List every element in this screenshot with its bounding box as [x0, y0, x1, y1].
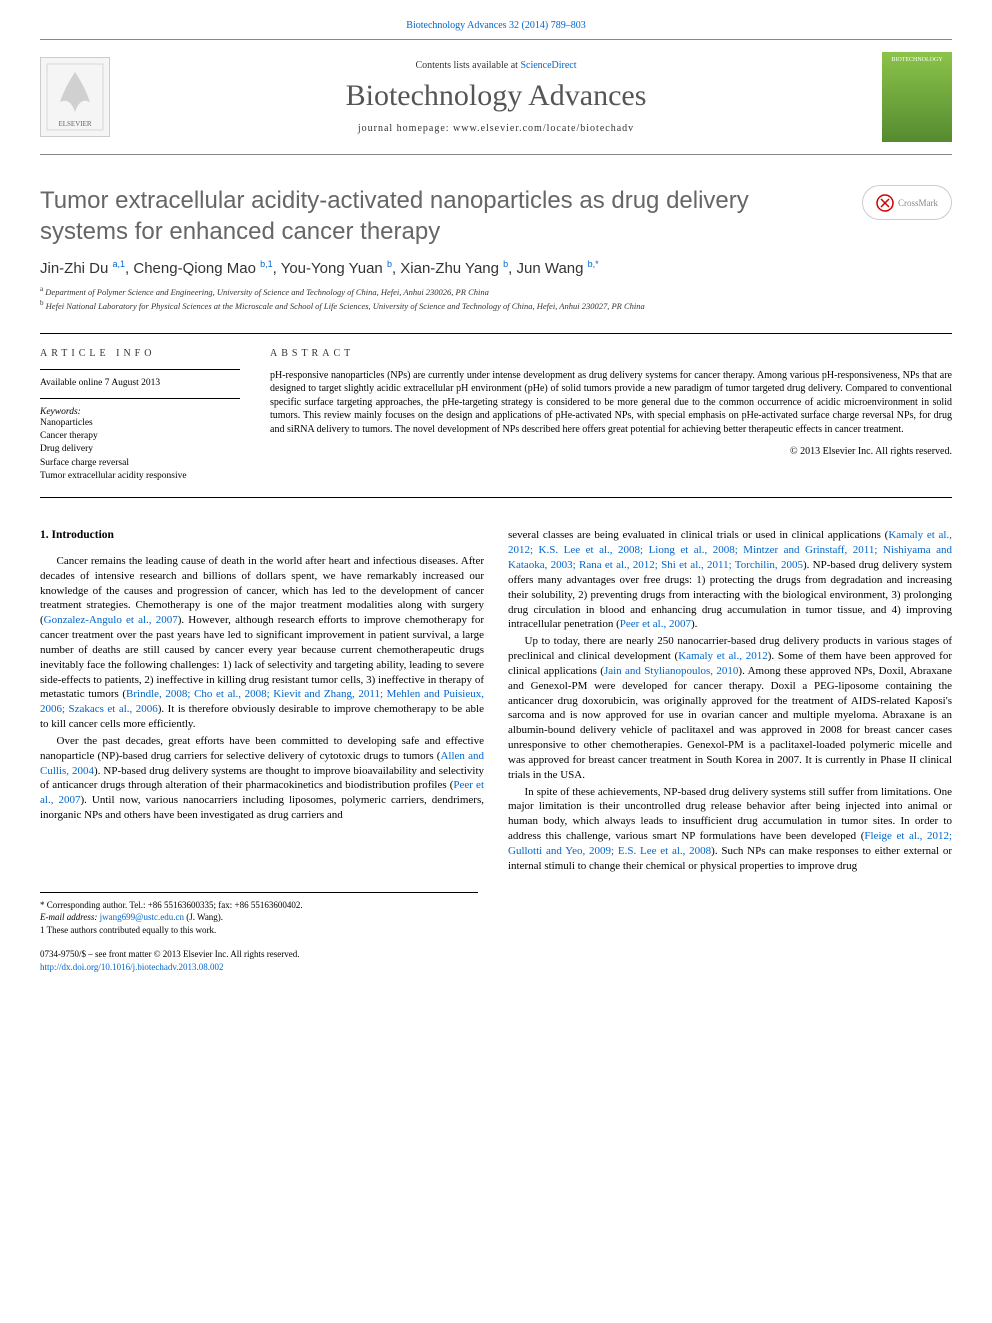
info-abstract-row: ARTICLE INFO Available online 7 August 2… — [40, 333, 952, 498]
abstract-col: ABSTRACT pH-responsive nanoparticles (NP… — [270, 348, 952, 483]
body-paragraph: Up to today, there are nearly 250 nanoca… — [508, 634, 952, 782]
corresponding-author: * Corresponding author. Tel.: +86 551636… — [40, 899, 478, 912]
article-info-col: ARTICLE INFO Available online 7 August 2… — [40, 348, 240, 483]
author-sup-link[interactable]: b,* — [588, 260, 599, 277]
journal-header: ELSEVIER Contents lists available at Sci… — [40, 39, 952, 155]
footer-notes: * Corresponding author. Tel.: +86 551636… — [40, 892, 478, 937]
citation-link[interactable]: Jain and Stylianopoulos, 2010 — [604, 665, 738, 677]
sd-prefix: Contents lists available at — [415, 60, 520, 71]
citation-link[interactable]: Gonzalez-Angulo et al., 2007 — [44, 614, 178, 626]
author-sup-link[interactable]: b,1 — [260, 260, 273, 277]
citation-link[interactable]: Brindle, 2008; Cho et al., 2008; Kievit … — [40, 688, 484, 715]
abstract-copyright: © 2013 Elsevier Inc. All rights reserved… — [270, 446, 952, 457]
email-suffix: (J. Wang). — [184, 912, 223, 922]
abstract-text: pH-responsive nanoparticles (NPs) are cu… — [270, 369, 952, 437]
keyword: Drug delivery — [40, 443, 240, 456]
affil-text: Hefei National Laboratory for Physical S… — [46, 301, 645, 311]
article-front-matter: Tumor extracellular acidity-activated na… — [40, 185, 952, 313]
sciencedirect-link[interactable]: ScienceDirect — [520, 60, 576, 71]
sciencedirect-line: Contents lists available at ScienceDirec… — [110, 60, 882, 71]
svg-text:ELSEVIER: ELSEVIER — [58, 120, 91, 128]
affil-text: Department of Polymer Science and Engine… — [45, 287, 489, 297]
affiliation-b: b Hefei National Laboratory for Physical… — [40, 299, 952, 313]
email-label: E-mail address: — [40, 912, 100, 922]
section-heading-intro: 1. Introduction — [40, 528, 484, 544]
cover-label: BIOTECHNOLOGY — [891, 57, 942, 63]
body-columns: 1. Introduction Cancer remains the leadi… — [40, 528, 952, 875]
keyword: Cancer therapy — [40, 430, 240, 443]
elsevier-tree-icon: ELSEVIER — [45, 62, 105, 132]
keywords-list: Nanoparticles Cancer therapy Drug delive… — [40, 417, 240, 483]
journal-cover-thumb: BIOTECHNOLOGY — [882, 52, 952, 142]
keyword: Nanoparticles — [40, 417, 240, 430]
body-col-right: several classes are being evaluated in c… — [508, 528, 952, 875]
article-title: Tumor extracellular acidity-activated na… — [40, 185, 800, 247]
affiliation-a: a Department of Polymer Science and Engi… — [40, 285, 952, 299]
crossmark-icon — [876, 194, 894, 212]
available-date: Available online 7 August 2013 — [40, 378, 240, 388]
keywords-label: Keywords: — [40, 407, 240, 417]
publisher-logo: ELSEVIER — [40, 57, 110, 137]
email-link[interactable]: jwang699@ustc.edu.cn — [100, 912, 184, 922]
citation-link[interactable]: Peer et al., 2007 — [620, 618, 691, 630]
keyword: Surface charge reversal — [40, 457, 240, 470]
abstract-heading: ABSTRACT — [270, 348, 952, 359]
author-sup-link[interactable]: a,1 — [113, 260, 126, 277]
equal-contrib: 1 These authors contributed equally to t… — [40, 924, 478, 937]
crossmark-label: CrossMark — [898, 198, 938, 208]
author-sup-link[interactable]: b — [503, 260, 508, 277]
body-col-left: 1. Introduction Cancer remains the leadi… — [40, 528, 484, 875]
body-paragraph: Cancer remains the leading cause of deat… — [40, 554, 484, 732]
email-line: E-mail address: jwang699@ustc.edu.cn (J.… — [40, 911, 478, 924]
authors-line: Jin-Zhi Du a,1, Cheng-Qiong Mao b,1, You… — [40, 259, 952, 277]
affiliations: a Department of Polymer Science and Engi… — [40, 285, 952, 312]
citation-link[interactable]: Peer et al., 2007 — [40, 779, 484, 806]
citation-link[interactable]: Fleige et al., 2012; Gullotti and Yeo, 2… — [508, 830, 952, 857]
author-sup-link[interactable]: b — [387, 260, 392, 277]
body-paragraph: In spite of these achievements, NP-based… — [508, 785, 952, 874]
bottom-matter: 0734-9750/$ – see front matter © 2013 El… — [40, 948, 952, 973]
citation-link[interactable]: Biotechnology Advances 32 (2014) 789–803 — [406, 20, 585, 31]
doi-link[interactable]: http://dx.doi.org/10.1016/j.biotechadv.2… — [40, 962, 224, 972]
body-paragraph: several classes are being evaluated in c… — [508, 528, 952, 632]
keyword: Tumor extracellular acidity responsive — [40, 470, 240, 483]
citation-link[interactable]: Kamaly et al., 2012; K.S. Lee et al., 20… — [508, 529, 952, 571]
body-paragraph: Over the past decades, great efforts hav… — [40, 734, 484, 823]
issn-line: 0734-9750/$ – see front matter © 2013 El… — [40, 948, 952, 961]
journal-title-block: Contents lists available at ScienceDirec… — [110, 60, 882, 134]
journal-homepage: journal homepage: www.elsevier.com/locat… — [110, 123, 882, 134]
citation-line: Biotechnology Advances 32 (2014) 789–803 — [40, 20, 952, 31]
crossmark-badge[interactable]: CrossMark — [862, 185, 952, 220]
journal-name: Biotechnology Advances — [110, 79, 882, 113]
citation-link[interactable]: Allen and Cullis, 2004 — [40, 750, 484, 777]
article-info-heading: ARTICLE INFO — [40, 348, 240, 359]
citation-link[interactable]: Kamaly et al., 2012 — [678, 650, 768, 662]
